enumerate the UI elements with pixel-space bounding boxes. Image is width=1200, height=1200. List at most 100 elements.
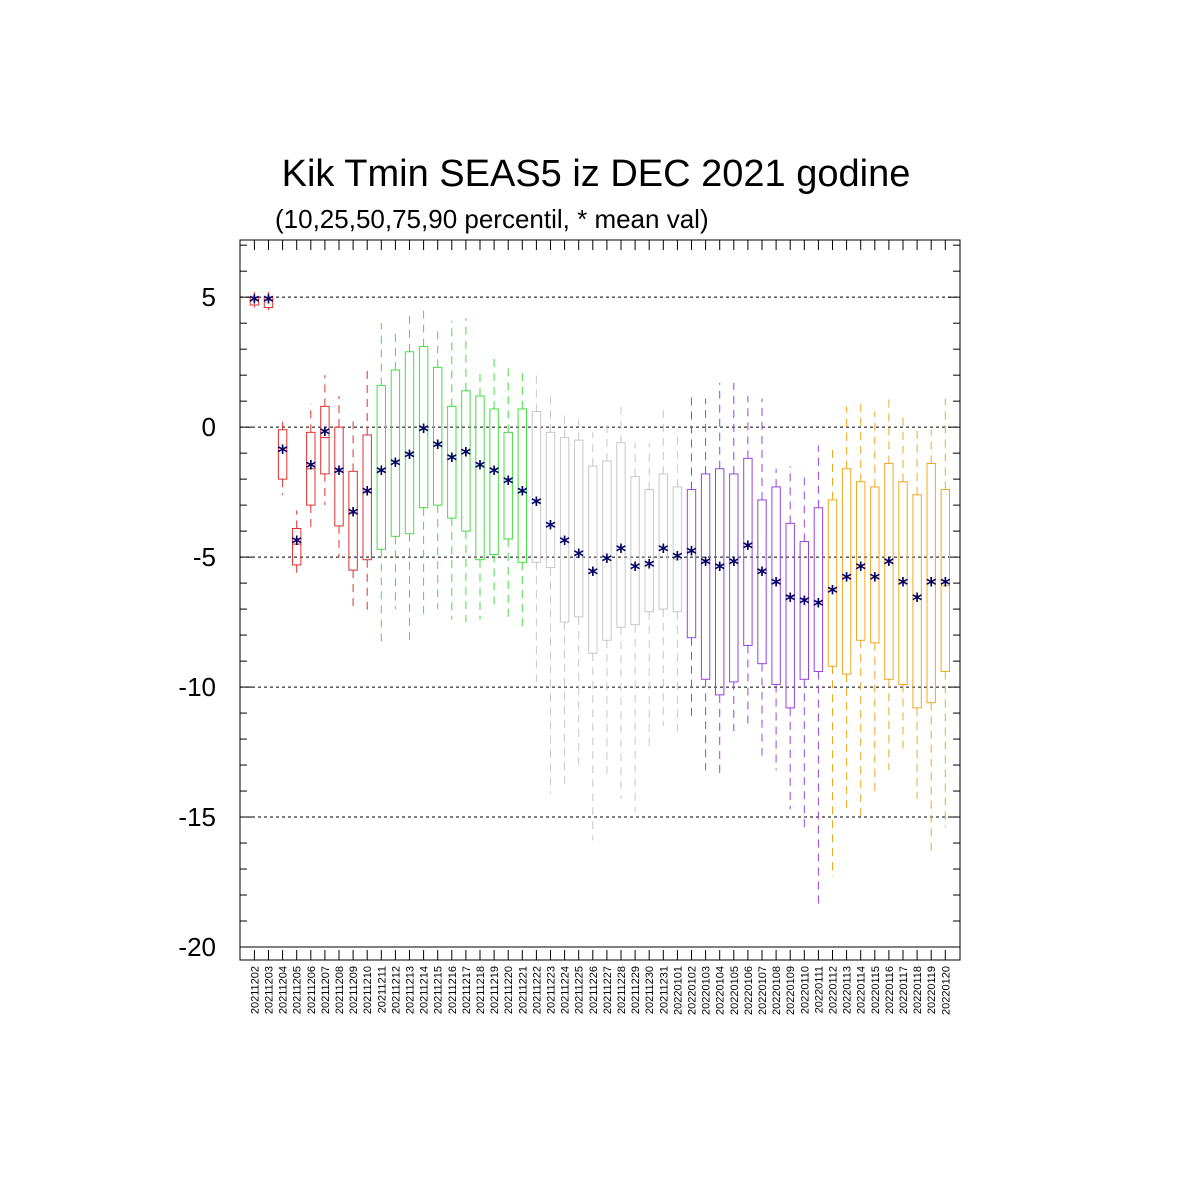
mean-marker: * [870, 568, 881, 592]
box-20220102 [686, 395, 697, 719]
box-20220111 [813, 445, 824, 906]
box-iqr [785, 522, 795, 709]
box-20220106 [743, 395, 753, 727]
plot-frame [239, 239, 961, 961]
mean-marker: * [700, 552, 711, 576]
y-tick-label: -20 [178, 932, 216, 962]
mean-marker: * [545, 516, 556, 540]
x-tick-label: 20211207 [320, 966, 332, 1014]
box-20220105 [729, 382, 739, 732]
x-tick-label: 20211227 [602, 966, 614, 1014]
box-iqr [531, 411, 542, 563]
y-tick-label: -15 [178, 802, 216, 832]
mean-marker: * [559, 532, 570, 556]
mean-marker: * [503, 472, 514, 496]
box-20220108 [771, 468, 781, 771]
box-iqr [715, 468, 725, 696]
box-20211208 [334, 395, 344, 558]
box-20211219 [489, 356, 499, 610]
box-20211229 [630, 442, 640, 812]
box-20220116 [884, 398, 894, 771]
box-iqr [390, 369, 401, 537]
x-tick-label: 20220105 [729, 966, 741, 1015]
mean-marker: * [376, 461, 387, 485]
box-iqr [757, 499, 767, 665]
y-tick-label: -5 [193, 542, 216, 572]
box-iqr [841, 468, 852, 675]
box-20220110 [799, 471, 809, 833]
box-iqr [545, 431, 556, 569]
x-tick-label: 20211230 [644, 966, 656, 1014]
x-tick-label: 20211223 [546, 966, 558, 1014]
box-iqr [588, 465, 598, 654]
box-20211225 [574, 419, 584, 766]
box-iqr [940, 489, 950, 672]
box-iqr [644, 489, 654, 613]
box-20211230 [644, 442, 654, 750]
mean-marker: * [616, 539, 627, 563]
x-tick-label: 20220111 [813, 966, 825, 1013]
box-iqr [771, 486, 781, 685]
x-tick-label: 20211218 [475, 966, 487, 1014]
x-tick-label: 20220104 [715, 966, 727, 1015]
x-tick-label: 20211216 [447, 966, 459, 1014]
box-iqr [630, 476, 640, 626]
box-iqr [263, 296, 274, 309]
box-20211204 [277, 416, 288, 495]
x-tick-label: 20211206 [306, 966, 318, 1014]
box-iqr [348, 470, 358, 571]
mean-marker: * [658, 539, 669, 563]
mean-marker: * [729, 552, 740, 576]
box-iqr [602, 460, 612, 641]
box-iqr [489, 408, 499, 556]
box-iqr [574, 439, 584, 618]
mean-marker: * [573, 545, 584, 569]
x-tick-label: 20220116 [884, 966, 896, 1014]
x-tick-label: 20220101 [672, 966, 684, 1015]
x-tick-label: 20211203 [264, 966, 276, 1014]
y-tick-labels: 5 0 -5 -10 -15 -20 [178, 282, 216, 962]
x-tick-label: 20211209 [348, 966, 360, 1014]
mean-marker: * [277, 441, 288, 465]
x-tick-label: 20220119 [926, 966, 938, 1014]
box-20211227 [602, 424, 612, 779]
mean-marker: * [898, 573, 909, 597]
x-tick-label: 20211221 [517, 966, 529, 1014]
y-tick-label: -10 [178, 672, 216, 702]
box-20211220 [503, 367, 513, 623]
mean-marker: * [447, 448, 458, 472]
mean-marker: * [884, 552, 895, 576]
chart-title: Kik Tmin SEAS5 iz DEC 2021 godine [282, 153, 911, 195]
box-20211207 [320, 375, 330, 506]
box-20211217 [461, 317, 471, 623]
box-20220103 [700, 398, 711, 771]
mean-marker: * [489, 461, 500, 485]
mean-marker: * [517, 482, 528, 506]
box-iqr [320, 405, 330, 475]
x-tick-label: 20211215 [433, 966, 445, 1014]
box-20220119 [926, 429, 936, 854]
mean-marker: * [644, 555, 655, 579]
x-tick-label: 20211208 [334, 966, 346, 1014]
mean-marker: * [602, 550, 613, 574]
x-tick-label: 20211214 [419, 966, 431, 1014]
mean-marker: * [461, 443, 472, 467]
x-tick-label: 20220106 [743, 966, 755, 1015]
box-iqr [376, 385, 387, 550]
box-20211218 [475, 369, 485, 620]
box-20211214 [418, 304, 429, 615]
x-tick-label: 20211228 [616, 966, 628, 1014]
box-iqr [334, 426, 344, 527]
mean-markers: * ********* * **** ** * * * ****** ** ** * * * * *** ** *… [249, 290, 951, 618]
box-20211206 [306, 403, 316, 532]
box-20211205 [292, 510, 302, 573]
box-20211203 [263, 291, 274, 311]
box-iqr [813, 507, 824, 672]
box-20211224 [559, 414, 570, 786]
x-tick-label: 20211211 [376, 966, 388, 1013]
box-20211209 [348, 416, 358, 610]
x-tick-label: 20220114 [856, 966, 868, 1014]
box-20211223 [545, 395, 556, 794]
box-20220120 [940, 398, 950, 828]
mean-marker: * [249, 290, 260, 314]
